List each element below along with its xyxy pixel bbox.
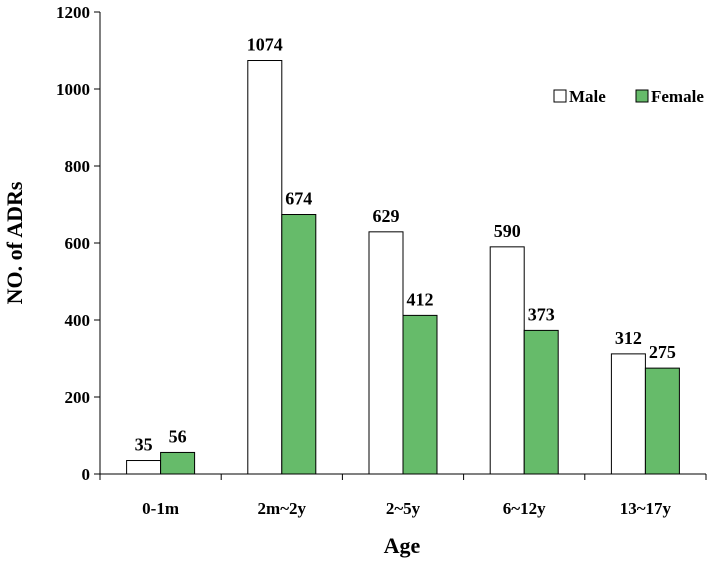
bar-female-4 (644, 367, 680, 475)
y-tick-label: 600 (65, 234, 91, 253)
bar-female-1 (281, 214, 317, 475)
data-labels-group: 35 1074 629 590 312 56 674 412 373 275 (135, 35, 676, 455)
legend: Male Female (553, 87, 704, 106)
data-label-male-3: 590 (494, 221, 521, 241)
bar-male-2 (368, 231, 404, 475)
bar-female-3 (523, 329, 559, 475)
bars-group (126, 60, 680, 475)
y-tick-label: 1000 (56, 80, 90, 99)
x-tick-label: 6~12y (503, 499, 546, 518)
data-label-male-0: 35 (135, 435, 153, 455)
x-axis: 0-1m 2m~2y 2~5y 6~12y 13~17y (99, 473, 707, 518)
y-tick-label: 1200 (56, 3, 90, 22)
bar-male-1 (247, 60, 283, 475)
data-label-female-3: 373 (528, 304, 555, 324)
bar-female-0 (160, 451, 196, 475)
x-axis-title: Age (384, 533, 421, 558)
x-tick-label: 0-1m (142, 499, 179, 518)
legend-swatch-male (553, 89, 567, 103)
y-tick-label: 200 (65, 388, 91, 407)
data-label-male-4: 312 (615, 328, 642, 348)
bar-female-2 (402, 314, 438, 475)
data-label-female-2: 412 (407, 289, 434, 309)
y-tick-label: 0 (82, 465, 91, 484)
y-axis-title: NO. of ADRs (2, 181, 27, 304)
y-tick-label: 800 (65, 157, 91, 176)
legend-label-male: Male (569, 87, 606, 106)
x-tick-label: 2~5y (386, 499, 421, 518)
y-tick-label: 400 (65, 311, 91, 330)
data-label-female-0: 56 (169, 426, 187, 446)
bar-male-0 (126, 460, 162, 475)
data-label-female-1: 674 (285, 189, 312, 209)
data-label-male-1: 1074 (247, 35, 283, 55)
y-axis: 0 200 400 600 800 1000 1200 (56, 3, 101, 484)
x-tick-label: 13~17y (620, 499, 672, 518)
x-tick-label: 2m~2y (258, 499, 307, 518)
bar-male-3 (489, 246, 525, 475)
data-label-male-2: 629 (373, 206, 400, 226)
legend-label-female: Female (651, 87, 704, 106)
bar-male-4 (610, 353, 646, 475)
data-label-female-4: 275 (649, 342, 676, 362)
legend-swatch-female (635, 89, 649, 103)
